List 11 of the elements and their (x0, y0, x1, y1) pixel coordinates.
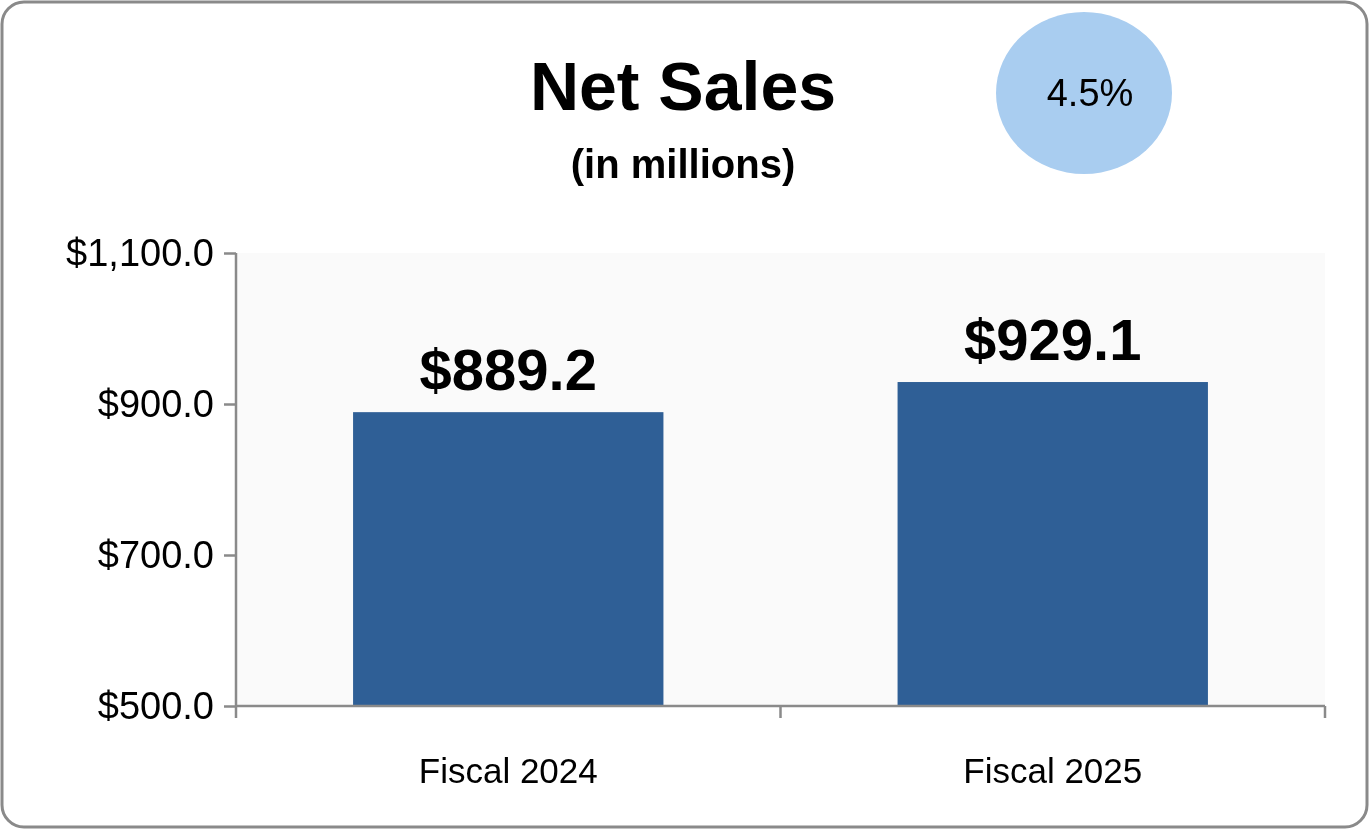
y-tick-label: $1,100.0 (66, 231, 214, 274)
y-tick-label: $900.0 (97, 382, 214, 425)
chart-subtitle: (in millions) (570, 142, 796, 186)
chart-title: Net Sales (529, 48, 837, 124)
data-label: $889.2 (419, 337, 597, 403)
y-tick-label: $500.0 (97, 684, 214, 727)
x-tick-label: Fiscal 2025 (963, 750, 1143, 790)
x-tick-label: Fiscal 2024 (418, 750, 598, 790)
text: 4.5% (1046, 72, 1134, 115)
data-label: $929.1 (964, 307, 1142, 373)
y-tick-label: $700.0 (97, 533, 214, 576)
